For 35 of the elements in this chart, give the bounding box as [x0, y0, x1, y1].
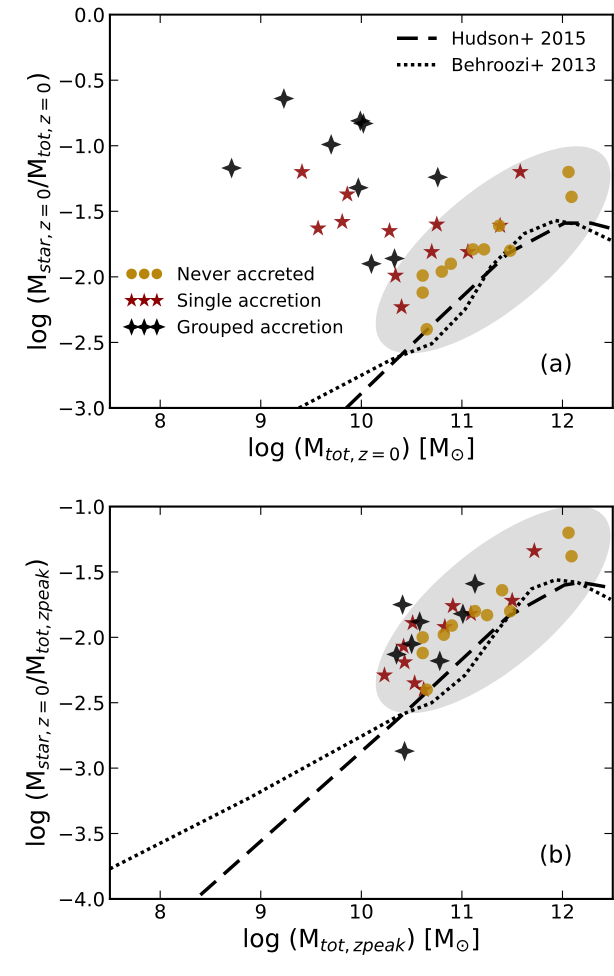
- y-tick-label: −2.0: [60, 270, 104, 285]
- x-tick-label: 10: [351, 904, 372, 919]
- y-tick-label: −1.0: [60, 138, 104, 154]
- legend-label: Hudson+ 2015: [452, 30, 585, 45]
- y-axis-title: log (M$_{star,z=0}$/M$_{tot,zpeak}$): [26, 560, 52, 845]
- x-tick-label: 8: [155, 413, 166, 428]
- y-tick-label: −0.5: [60, 73, 104, 88]
- y-tick-label: −4.0: [60, 892, 104, 907]
- legend-label: Single accretion: [178, 293, 320, 311]
- legend-label: Grouped accretion: [178, 320, 342, 338]
- y-tick-label: −3.5: [60, 826, 104, 842]
- x-tick-label: 9: [256, 413, 266, 428]
- x-tick-label: 10: [351, 413, 372, 428]
- y-tick-label: −1.5: [60, 565, 104, 580]
- x-axis-title: log (M$_{tot,z=0}$) [M$_{⊙}$]: [250, 437, 474, 462]
- y-tick-label: −2.5: [60, 696, 104, 710]
- legend-label: Never accreted: [178, 266, 314, 281]
- y-tick-label: −3.0: [60, 400, 104, 416]
- y-tick-label: −2.5: [60, 335, 104, 350]
- x-tick-label: 8: [155, 904, 166, 919]
- y-tick-label: −1.5: [60, 204, 104, 219]
- x-tick-label: 12: [552, 904, 573, 919]
- x-tick-label: 11: [452, 904, 472, 919]
- y-tick-label: −1.0: [60, 500, 104, 514]
- x-axis-title: log (M$_{tot,zpeak}$) [M$_{⊙}$]: [244, 928, 478, 955]
- annotation: (a): [542, 354, 571, 375]
- x-tick-label: 11: [452, 413, 472, 428]
- y-tick-label: −3.0: [60, 761, 104, 776]
- y-tick-label: 0.0: [75, 8, 104, 22]
- y-axis-title: log (M$_{star,z=0}$/M$_{tot,z=0}$): [27, 74, 52, 348]
- x-tick-label: 12: [552, 413, 573, 428]
- annotation: (b): [541, 844, 571, 866]
- x-tick-label: 9: [256, 904, 266, 919]
- y-tick-label: −2.0: [60, 630, 104, 645]
- legend-label: Behroozi+ 2013: [452, 57, 596, 72]
